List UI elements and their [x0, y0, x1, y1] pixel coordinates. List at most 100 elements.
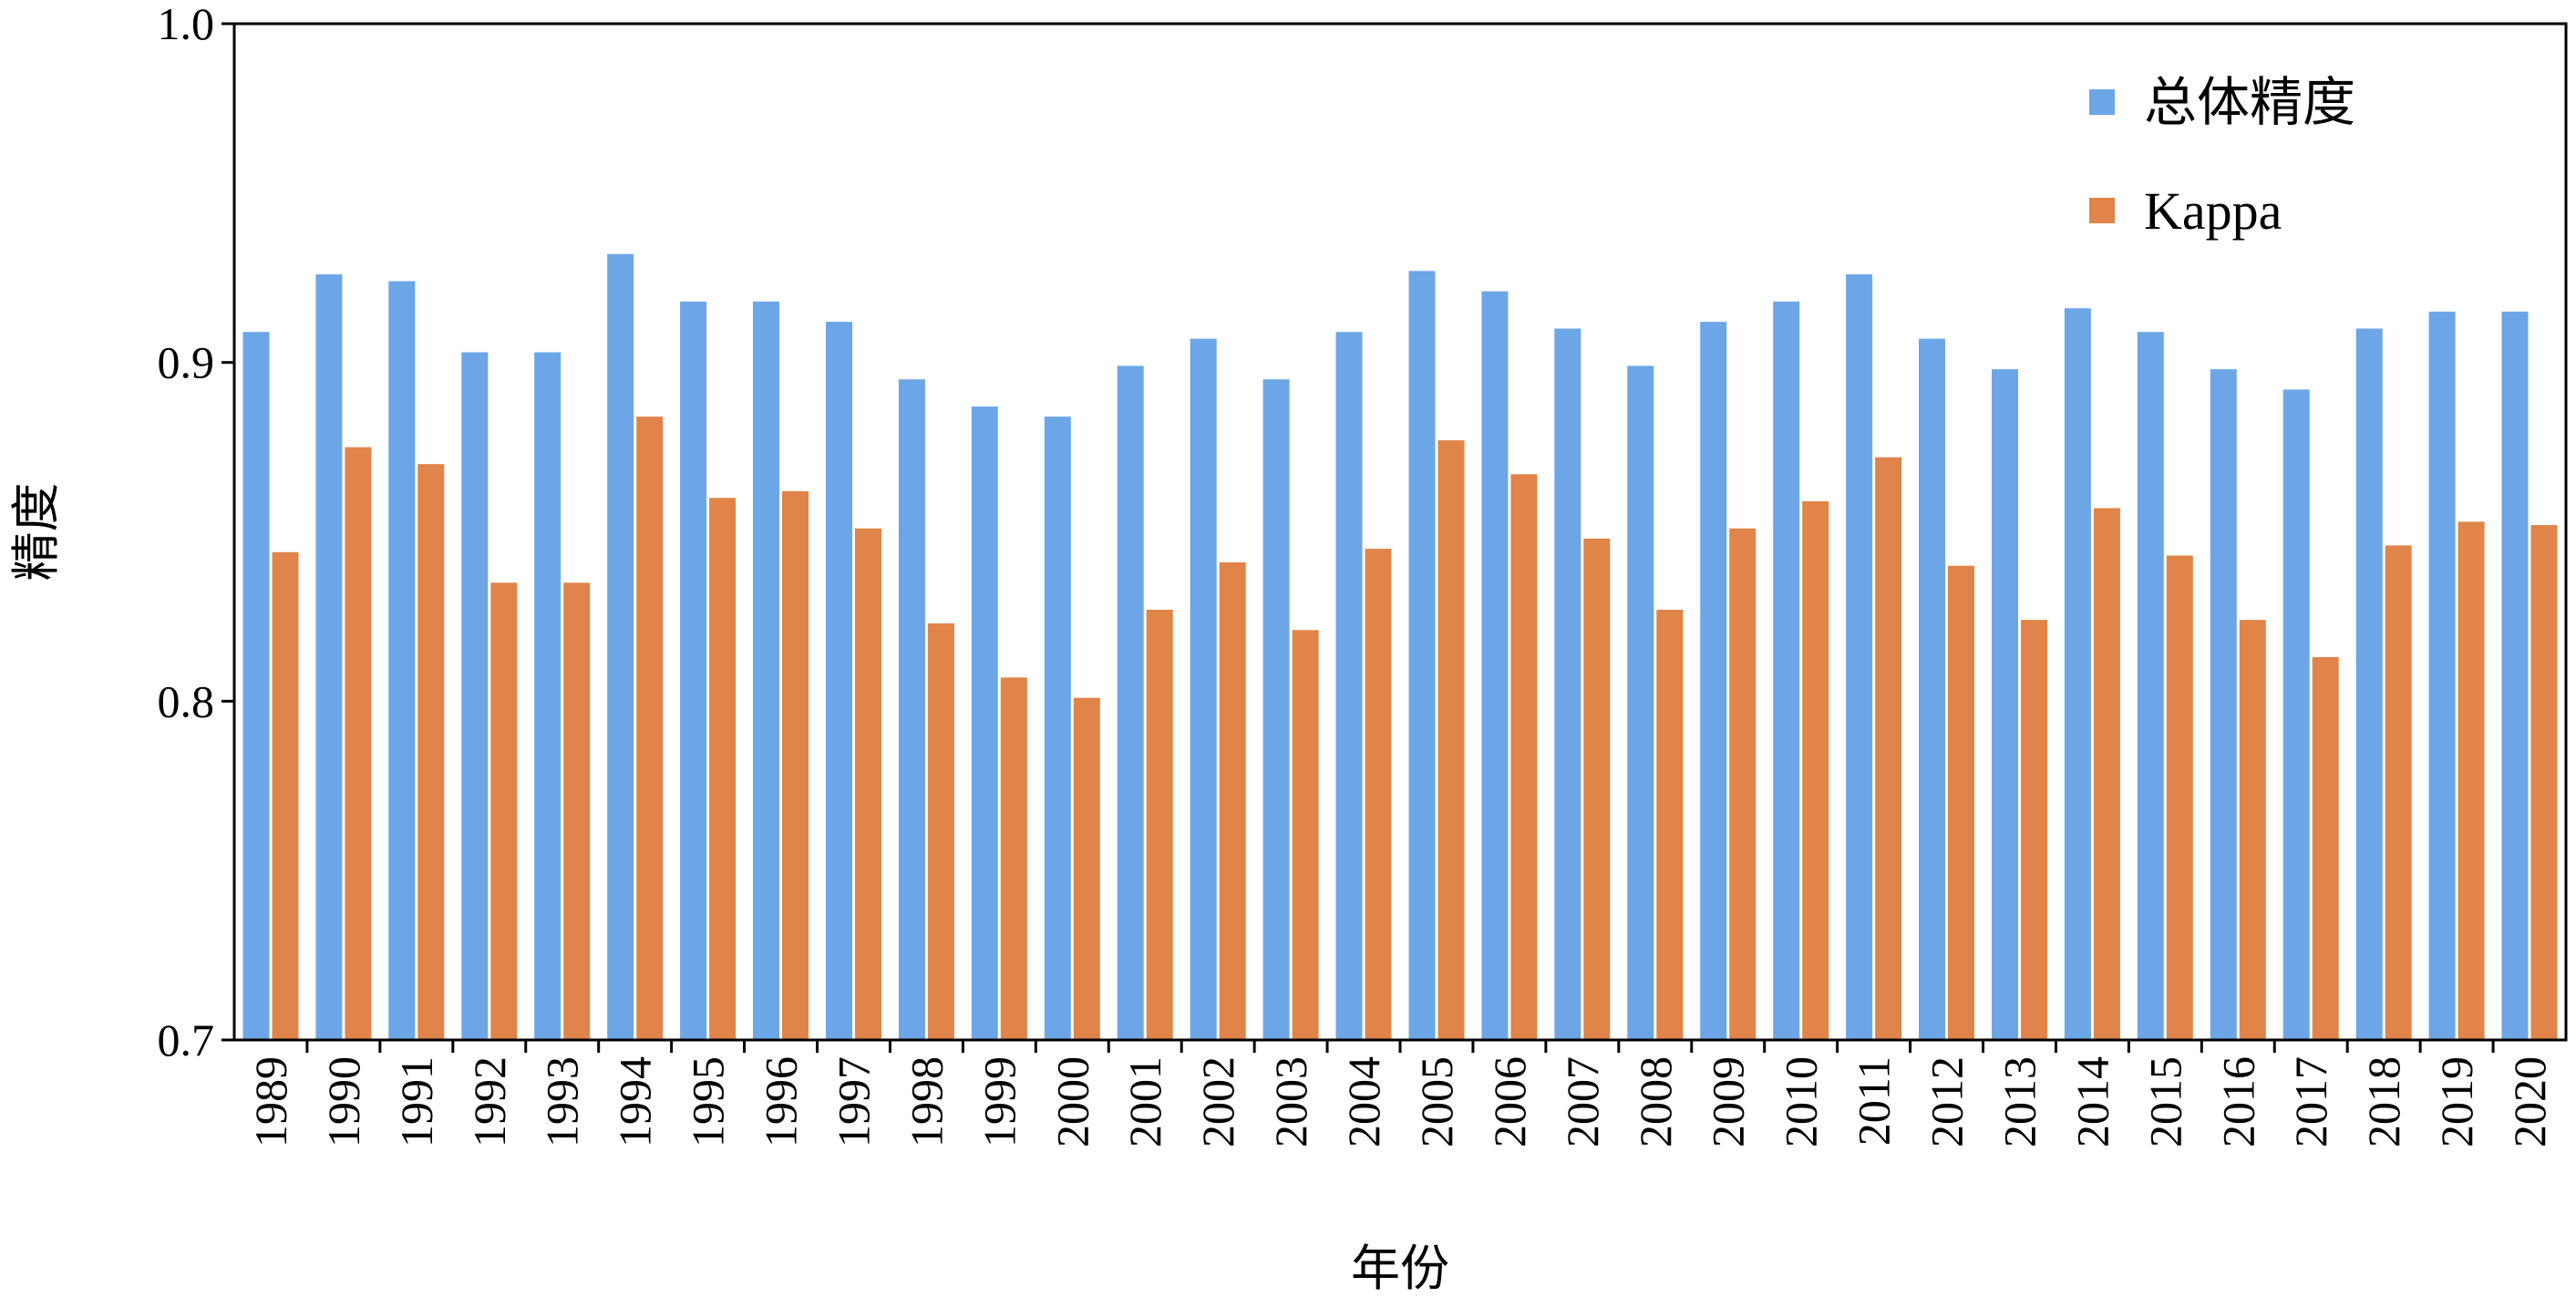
x-axis: 1989 1990 1991 1992 1993 1994 1995 1996 1997 1998… — [245, 1040, 2555, 1148]
x-tick-label: 1993 — [537, 1056, 588, 1148]
bar-overall-accuracy-1990 — [315, 274, 343, 1040]
bar-kappa-1998 — [927, 623, 954, 1040]
bar-kappa-2017 — [2312, 657, 2339, 1040]
y-tick-label: 1.0 — [158, 0, 215, 49]
bar-overall-accuracy-2000 — [1044, 417, 1071, 1041]
bar-overall-accuracy-2011 — [1846, 274, 1873, 1040]
bar-kappa-2019 — [2458, 521, 2485, 1040]
bar-overall-accuracy-1992 — [461, 352, 489, 1040]
bar-overall-accuracy-2009 — [1700, 322, 1727, 1041]
legend-swatch-overall-accuracy — [2089, 89, 2115, 115]
x-tick-label: 1994 — [610, 1056, 661, 1148]
bar-overall-accuracy-2006 — [1481, 291, 1509, 1041]
x-tick-label: 2005 — [1411, 1056, 1462, 1148]
bar-overall-accuracy-2001 — [1117, 365, 1144, 1040]
bar-kappa-2018 — [2385, 545, 2412, 1040]
x-tick-label: 1998 — [901, 1056, 952, 1148]
bar-kappa-2014 — [2093, 508, 2120, 1040]
y-tick-label: 0.9 — [158, 337, 215, 388]
bar-overall-accuracy-2008 — [1627, 365, 1654, 1040]
x-tick-label: 2011 — [1849, 1056, 1900, 1146]
bar-kappa-1991 — [417, 464, 445, 1040]
bar-overall-accuracy-2003 — [1262, 379, 1290, 1040]
bar-overall-accuracy-2016 — [2210, 369, 2237, 1041]
bar-overall-accuracy-1996 — [753, 301, 779, 1040]
bars-group — [242, 253, 2558, 1041]
y-tick-label: 0.7 — [158, 1014, 215, 1065]
x-tick-label: 2019 — [2431, 1056, 2482, 1148]
x-tick-label: 1990 — [318, 1056, 369, 1148]
legend: 总体精度 Kappa — [2089, 73, 2355, 241]
x-tick-label: 1996 — [756, 1056, 807, 1148]
bar-kappa-1996 — [782, 490, 809, 1040]
bar-overall-accuracy-2012 — [1919, 338, 1945, 1041]
bar-kappa-1999 — [1000, 677, 1027, 1040]
x-tick-label: 2007 — [1557, 1056, 1608, 1148]
bar-overall-accuracy-2002 — [1190, 338, 1217, 1041]
bar-overall-accuracy-2010 — [1773, 301, 1800, 1040]
bar-overall-accuracy-2020 — [2501, 311, 2529, 1040]
bar-overall-accuracy-1995 — [680, 301, 707, 1040]
bar-kappa-2007 — [1583, 538, 1611, 1040]
x-tick-label: 1989 — [245, 1056, 296, 1148]
bar-kappa-1992 — [490, 582, 518, 1041]
bar-overall-accuracy-2018 — [2355, 328, 2383, 1040]
x-tick-label: 2009 — [1703, 1056, 1754, 1148]
bar-overall-accuracy-1998 — [898, 379, 925, 1040]
bar-kappa-2013 — [2021, 620, 2047, 1040]
bar-kappa-2002 — [1219, 562, 1246, 1040]
x-tick-label: 1995 — [683, 1056, 734, 1148]
y-axis-label: 精度 — [9, 483, 64, 582]
bar-kappa-2020 — [2530, 525, 2558, 1040]
x-tick-label: 2001 — [1119, 1056, 1170, 1148]
bar-kappa-2001 — [1146, 610, 1173, 1040]
x-tick-label: 2020 — [2504, 1056, 2555, 1148]
bar-kappa-1993 — [563, 582, 591, 1041]
x-tick-label: 2012 — [1922, 1056, 1973, 1148]
legend-swatch-kappa — [2089, 198, 2115, 223]
bar-overall-accuracy-2017 — [2282, 389, 2310, 1040]
bar-overall-accuracy-1989 — [242, 332, 270, 1040]
bar-kappa-1994 — [636, 417, 664, 1041]
bar-overall-accuracy-1999 — [971, 407, 998, 1040]
bar-kappa-2009 — [1729, 528, 1757, 1040]
x-tick-label: 2016 — [2212, 1056, 2263, 1148]
x-tick-label: 2006 — [1484, 1056, 1535, 1148]
bar-overall-accuracy-2004 — [1335, 332, 1363, 1040]
x-tick-label: 2017 — [2285, 1056, 2336, 1148]
legend-label-overall-accuracy: 总体精度 — [2144, 73, 2355, 132]
x-tick-label: 2013 — [1994, 1056, 2045, 1148]
bar-kappa-2003 — [1292, 630, 1319, 1040]
bar-kappa-2000 — [1073, 697, 1100, 1040]
bar-kappa-2006 — [1510, 474, 1538, 1040]
bar-kappa-1990 — [345, 447, 372, 1041]
x-tick-label: 2002 — [1192, 1056, 1243, 1148]
bar-kappa-2015 — [2166, 555, 2193, 1040]
bar-kappa-1995 — [709, 498, 737, 1040]
bar-kappa-2012 — [1948, 565, 1974, 1040]
y-tick-label: 0.8 — [158, 675, 215, 726]
bar-overall-accuracy-2015 — [2137, 332, 2164, 1040]
legend-label-kappa: Kappa — [2144, 181, 2282, 241]
bar-overall-accuracy-2013 — [1992, 369, 2018, 1041]
bar-overall-accuracy-2007 — [1554, 328, 1582, 1040]
bar-kappa-2016 — [2239, 620, 2266, 1040]
x-tick-label: 1997 — [829, 1056, 880, 1148]
bar-overall-accuracy-2019 — [2428, 311, 2456, 1040]
y-axis: 0.7 0.8 0.9 1.0 — [158, 0, 234, 1065]
bar-overall-accuracy-2005 — [1408, 271, 1436, 1040]
x-tick-label: 2015 — [2139, 1056, 2190, 1148]
bar-kappa-2011 — [1875, 457, 1902, 1040]
bar-overall-accuracy-1993 — [534, 352, 562, 1040]
x-tick-label: 2000 — [1046, 1056, 1097, 1148]
bar-kappa-2008 — [1656, 610, 1684, 1040]
bar-overall-accuracy-1991 — [388, 281, 416, 1040]
x-tick-label: 1991 — [391, 1056, 442, 1148]
x-tick-label: 2003 — [1265, 1056, 1316, 1148]
bar-kappa-1989 — [272, 551, 299, 1040]
bar-overall-accuracy-1997 — [826, 322, 852, 1041]
bar-kappa-2004 — [1365, 549, 1392, 1040]
x-axis-label: 年份 — [1351, 1241, 1449, 1296]
x-tick-label: 2010 — [1776, 1056, 1827, 1148]
